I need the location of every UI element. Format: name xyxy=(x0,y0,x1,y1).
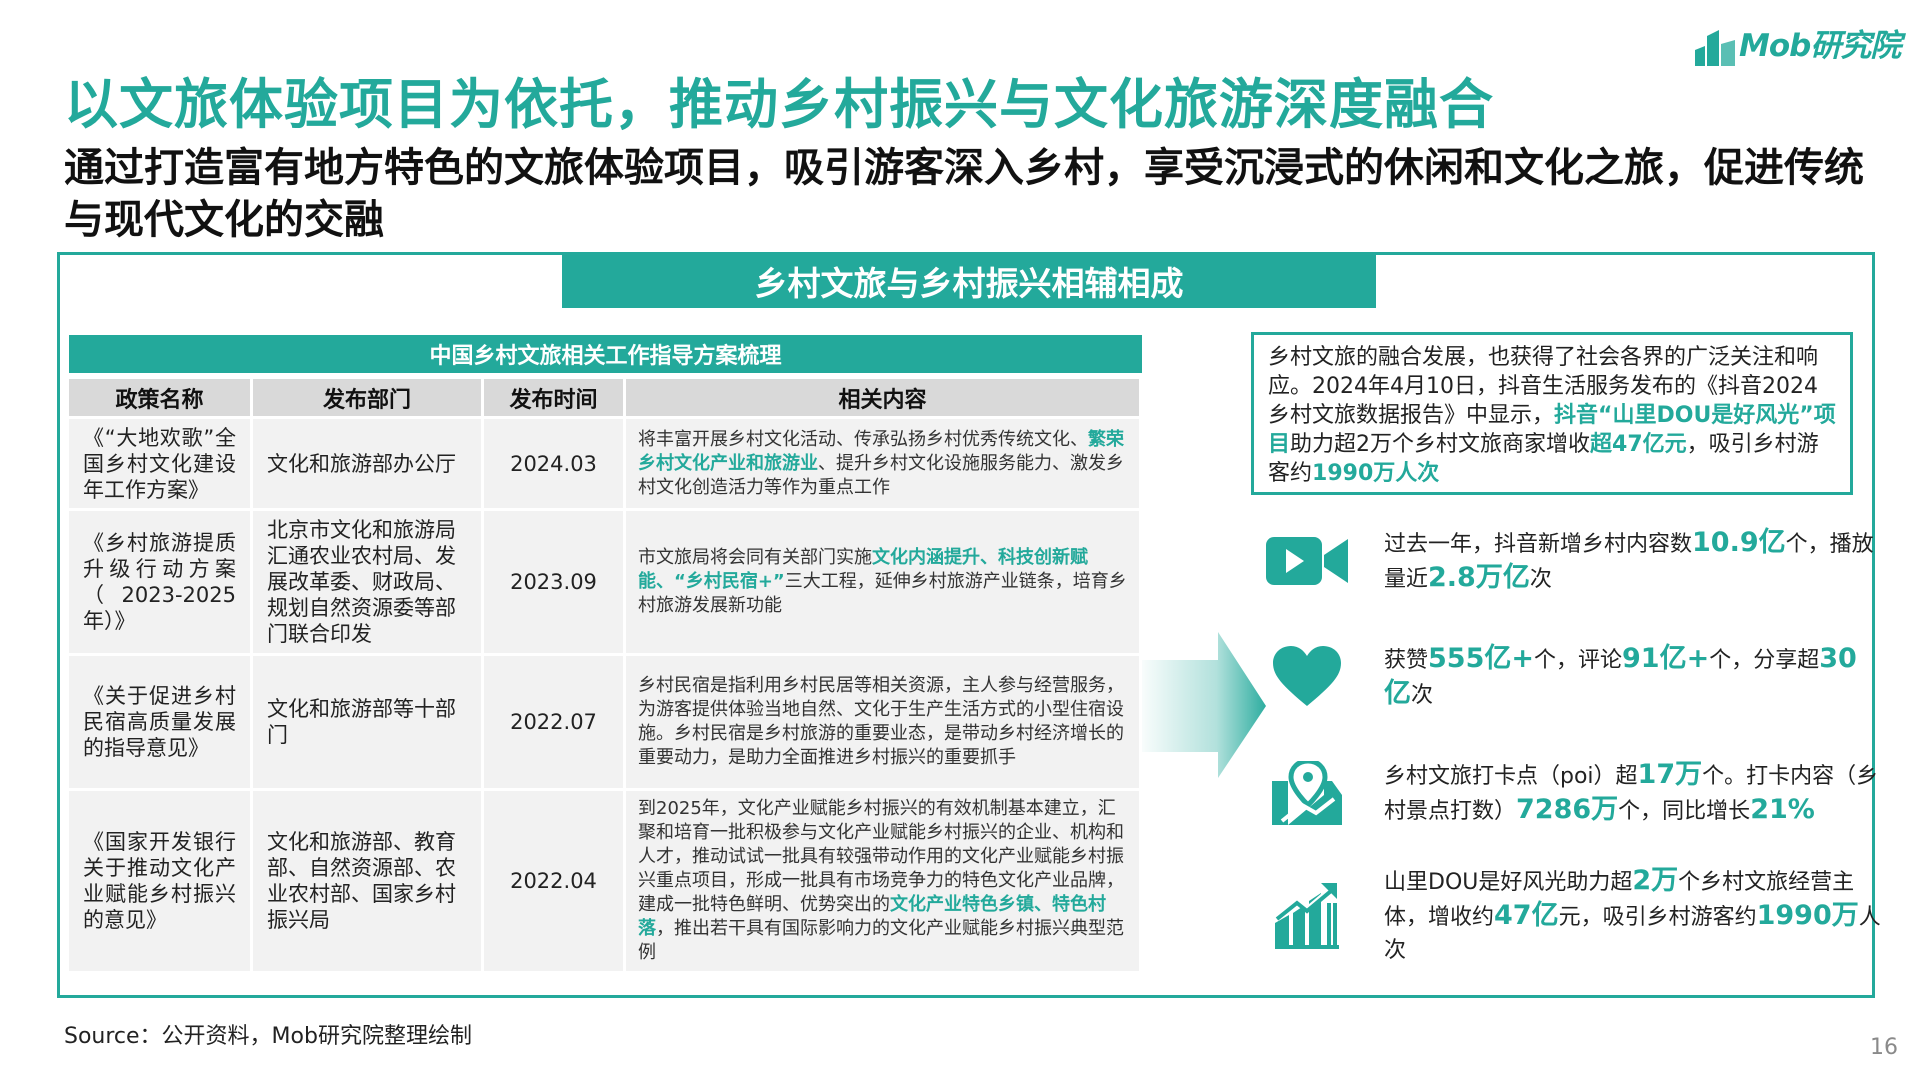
column-header-dept: 发布部门 xyxy=(253,379,484,419)
stat-label: 个，分享超 xyxy=(1709,648,1820,673)
policy-dept: 文化和旅游部等十部门 xyxy=(253,656,484,791)
stat-number: 2.8万亿 xyxy=(1428,562,1530,593)
stat-label: 个，播放量近 xyxy=(1384,532,1874,592)
video-camera-icon xyxy=(1262,516,1352,606)
policy-name: 《“大地欢歌”全国乡村文化建设年工作方案》 xyxy=(69,419,253,511)
policy-name: 《乡村旅游提质升级行动方案（2023-2025年）》 xyxy=(69,511,253,656)
policy-date: 2023.09 xyxy=(484,511,626,656)
mob-logo: Mob研究院 xyxy=(1693,22,1901,66)
stat-label: 山里DOU是好风光助力超 xyxy=(1384,870,1633,895)
stat-label: 个，评论 xyxy=(1534,648,1623,673)
policy-date: 2022.07 xyxy=(484,656,626,791)
flow-arrow-icon xyxy=(1142,632,1266,778)
policy-dept: 北京市文化和旅游局汇通农业农村局、发展改革委、财政局、规划自然资源委等部门联合印… xyxy=(253,511,484,656)
table-row: 《国家开发银行关于推动文化产业赋能乡村振兴的意见》 文化和旅游部、教育部、自然资… xyxy=(69,791,1142,974)
table-row: 《乡村旅游提质升级行动方案（2023-2025年）》 北京市文化和旅游局汇通农业… xyxy=(69,511,1142,656)
column-header-content: 相关内容 xyxy=(626,379,1142,419)
content-frame xyxy=(57,252,1875,998)
logo-text: Mob研究院 xyxy=(1739,28,1901,64)
stat-number: 555亿+ xyxy=(1428,643,1534,674)
stat-label: 个，同比增长 xyxy=(1618,799,1751,824)
quote-box: 乡村文旅的融合发展，也获得了社会各界的广泛关注和响应。2024年4月10日，抖音… xyxy=(1251,332,1853,495)
logo-bars-icon xyxy=(1695,30,1735,66)
stat-number: 17万 xyxy=(1637,759,1703,790)
table-row: 《“大地欢歌”全国乡村文化建设年工作方案》 文化和旅游部办公厅 2024.03 … xyxy=(69,419,1142,511)
stat-label: 个乡村文旅经营主体，增收约 xyxy=(1384,870,1855,930)
heart-icon xyxy=(1262,632,1352,722)
section-banner: 乡村文旅与乡村振兴相辅相成 xyxy=(562,254,1376,308)
stat-item: 乡村文旅打卡点（poi）超17万个。打卡内容（乡村景点打数）7286万个，同比增… xyxy=(1262,748,1882,838)
stat-number: 1990万 xyxy=(1756,900,1859,931)
policy-name: 《关于促进乡村民宿高质量发展的指导意见》 xyxy=(69,656,253,791)
policy-table: 政策名称 发布部门 发布时间 相关内容 《“大地欢歌”全国乡村文化建设年工作方案… xyxy=(69,379,1142,974)
stat-number: 10.9亿 xyxy=(1692,527,1786,558)
column-header-date: 发布时间 xyxy=(484,379,626,419)
policy-name: 《国家开发银行关于推动文化产业赋能乡村振兴的意见》 xyxy=(69,791,253,974)
stat-label: 人次 xyxy=(1384,905,1881,963)
stat-number: 21% xyxy=(1750,794,1815,825)
stat-label: 次 xyxy=(1529,567,1552,592)
policy-dept: 文化和旅游部办公厅 xyxy=(253,419,484,511)
stat-text: 山里DOU是好风光助力超2万个乡村文旅经营主体，增收约47亿元，吸引乡村游客约1… xyxy=(1384,864,1882,967)
stat-label: 次 xyxy=(1411,683,1434,708)
page-number: 16 xyxy=(1870,1035,1898,1060)
stat-item: 山里DOU是好风光助力超2万个乡村文旅经营主体，增收约47亿元，吸引乡村游客约1… xyxy=(1262,864,1882,967)
policy-dept: 文化和旅游部、教育部、自然资源部、农业农村部、国家乡村振兴局 xyxy=(253,791,484,974)
stat-number: 47亿 xyxy=(1494,900,1559,931)
policy-content: 将丰富开展乡村文化活动、传承弘扬乡村优秀传统文化、繁荣乡村文化产业和旅游业、提升… xyxy=(626,419,1142,511)
stat-number: 7286万 xyxy=(1516,794,1619,825)
stat-number: 91亿+ xyxy=(1622,643,1710,674)
stat-text: 获赞555亿+个，评论91亿+个，分享超30亿次 xyxy=(1384,642,1882,712)
table-header-row: 政策名称 发布部门 发布时间 相关内容 xyxy=(69,379,1142,419)
source-note: Source：公开资料，Mob研究院整理绘制 xyxy=(64,1024,472,1049)
column-header-policy: 政策名称 xyxy=(69,379,253,419)
page-subtitle: 通过打造富有地方特色的文旅体验项目，吸引游客深入乡村，享受沉浸式的休闲和文化之旅… xyxy=(64,145,1864,243)
stat-text: 过去一年，抖音新增乡村内容数10.9亿个，播放量近2.8万亿次 xyxy=(1384,526,1882,596)
stat-label: 乡村文旅打卡点（poi）超 xyxy=(1384,764,1638,789)
policy-date: 2022.04 xyxy=(484,791,626,974)
growth-chart-icon xyxy=(1262,871,1352,961)
policy-content: 乡村民宿是指利用乡村民居等相关资源，主人参与经营服务，为游客提供体验当地自然、文… xyxy=(626,656,1142,791)
stat-item: 过去一年，抖音新增乡村内容数10.9亿个，播放量近2.8万亿次 xyxy=(1262,516,1882,606)
stat-number: 30亿 xyxy=(1384,643,1857,709)
stat-label: 元，吸引乡村游客约 xyxy=(1558,905,1757,930)
map-pin-icon xyxy=(1262,748,1352,838)
table-caption: 中国乡村文旅相关工作指导方案梳理 xyxy=(69,335,1142,373)
stat-label: 个。打卡内容（乡村景点打数） xyxy=(1384,764,1879,824)
page-title: 以文旅体验项目为依托，推动乡村振兴与文化旅游深度融合 xyxy=(64,73,1494,136)
stat-label: 获赞 xyxy=(1384,648,1429,673)
table-row: 《关于促进乡村民宿高质量发展的指导意见》 文化和旅游部等十部门 2022.07 … xyxy=(69,656,1142,791)
policy-content: 市文旅局将会同有关部门实施文化内涵提升、科技创新赋能、“乡村民宿+”三大工程，延… xyxy=(626,511,1142,656)
policy-content: 到2025年，文化产业赋能乡村振兴的有效机制基本建立，汇聚和培育一批积极参与文化… xyxy=(626,791,1142,974)
stat-item: 获赞555亿+个，评论91亿+个，分享超30亿次 xyxy=(1262,632,1882,722)
policy-date: 2024.03 xyxy=(484,419,626,511)
stat-label: 过去一年，抖音新增乡村内容数 xyxy=(1384,532,1693,557)
stat-text: 乡村文旅打卡点（poi）超17万个。打卡内容（乡村景点打数）7286万个，同比增… xyxy=(1384,758,1882,828)
stat-number: 2万 xyxy=(1632,865,1679,896)
